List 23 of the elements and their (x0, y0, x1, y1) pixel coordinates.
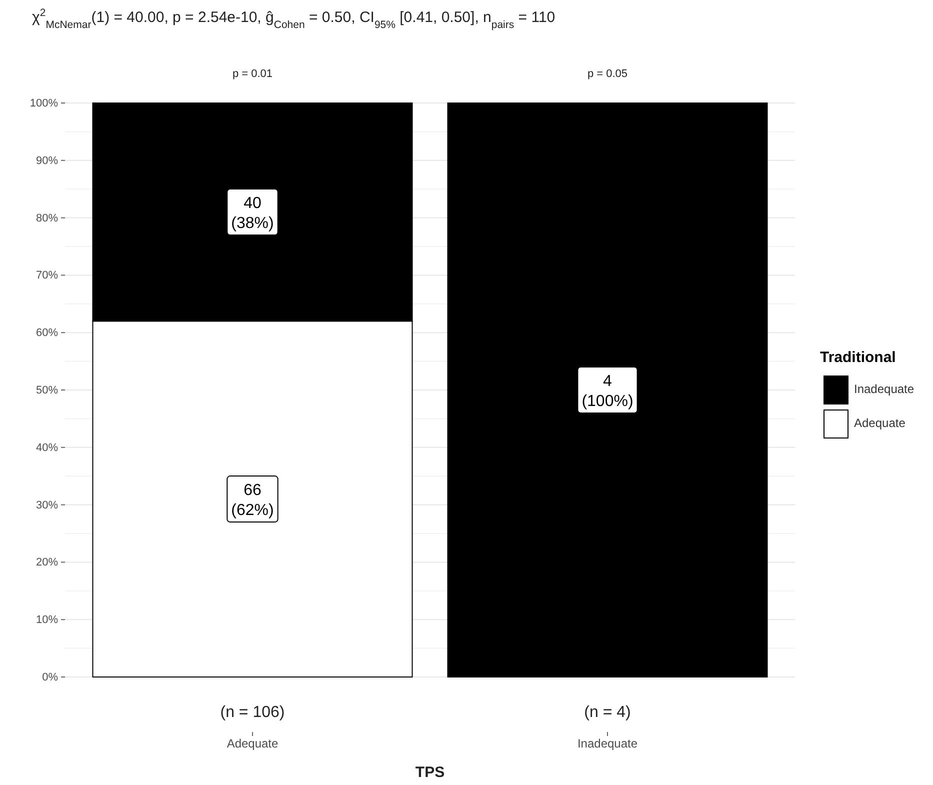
text: p = 0.05 (587, 68, 628, 80)
data-label: 66 (62%) (231, 482, 274, 520)
legend-label: Adequate (854, 416, 906, 430)
y-tick-label: 10% (36, 614, 58, 626)
y-tick-label: 0% (42, 672, 58, 684)
legend-label: Inadequate (854, 382, 914, 396)
text: (n = 4) (584, 704, 631, 721)
x-axis-title: TPS (415, 764, 445, 781)
y-tick-label: 20% (36, 556, 58, 569)
y-tick-label: 30% (36, 499, 58, 512)
y-tick-label: 60% (36, 327, 58, 340)
legend-title: Traditional (820, 349, 896, 366)
y-tick-label: 90% (36, 154, 58, 167)
y-tick-label: 100% (30, 98, 58, 110)
data-label: 4 (100%) (582, 373, 634, 410)
text: p = 0.01 (232, 68, 273, 80)
y-tick-label: 50% (36, 384, 58, 397)
chart-title: χ$^{2}$$_{McNemar}$(1) = 40.00, p = 2.54e-10, ĝ$_{Cohen}$ = 0.50, CI$_{95%}$ [0.41, 0.50], n$_{pairs}$ = 110 (32, 7, 556, 31)
y-tick-label: 70% (36, 270, 58, 282)
y-tick-label: 40% (36, 442, 58, 454)
data-label: 40 (38%) (231, 195, 274, 232)
text: (n = 106) (220, 704, 285, 721)
y-tick-label: 80% (36, 212, 58, 224)
